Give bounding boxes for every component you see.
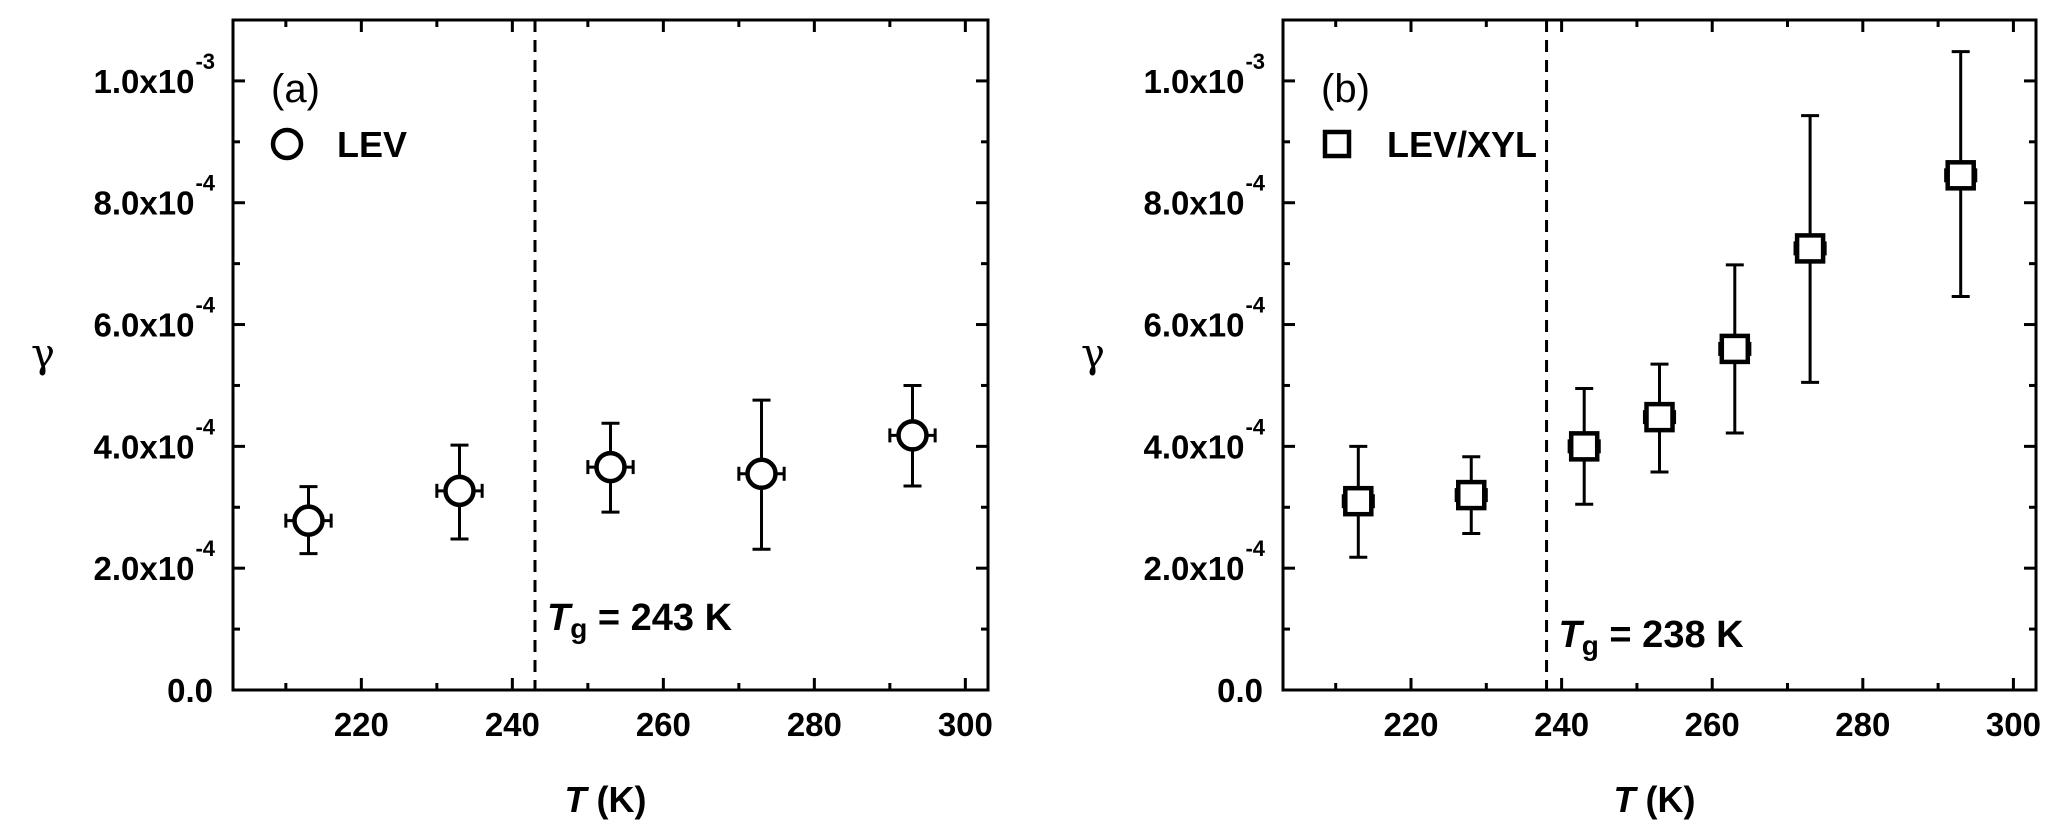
y-tick-exponent: -4 [1245,293,1265,318]
x-tick-label: 220 [1383,706,1438,743]
data-point-square [1945,160,1976,191]
y-tick-exponent: -4 [1245,171,1265,196]
data-point-circle [292,504,325,537]
x-tick-label: 280 [787,706,842,743]
panel-b: 0.0-42.0x10-44.0x10-46.0x10-48.0x10-31.0… [1081,18,2041,820]
x-axis-unit: (K) [587,779,647,820]
y-tick-label: 0.0 [1217,672,1263,709]
plot-frame-b [1281,18,2038,692]
data-point-circle [745,457,778,491]
y-tick-exponent: -4 [1245,414,1265,439]
data-points-b [1341,50,1978,559]
plot-frame-a [231,18,990,692]
y-axis-title-a: γ [31,331,55,377]
x-tick-label: 240 [485,706,540,743]
legend-a: LEV [270,124,407,165]
legend-marker-square [1322,129,1352,159]
y-axis-a: 0.0-42.0x10-44.0x10-46.0x10-48.0x10-31.0… [94,18,988,709]
y-tick-exponent: -3 [1245,49,1265,74]
y-tick-exponent: -3 [195,49,215,74]
tg-subscript: g [1582,630,1599,661]
data-point-square [1644,401,1675,433]
tg-symbol: T [1559,614,1585,656]
panel-label-b: (b) [1321,67,1370,111]
tg-symbol: T [547,597,573,639]
y-tick-exponent: -4 [195,414,215,439]
x-tick-label: 300 [938,706,993,743]
legend-label-lev-xyl: LEV/XYL [1387,124,1537,165]
tg-value: = 243 K [587,597,732,639]
y-tick-label: 8.0x10 [94,185,195,222]
y-tick-label: 4.0x10 [1144,428,1245,465]
data-point-circle [443,474,476,508]
x-axis-unit: (K) [1636,779,1696,820]
tg-subscript: g [570,613,587,644]
y-tick-label: 0.0 [167,672,213,709]
x-tick-label: 300 [1986,706,2041,743]
y-tick-exponent: -4 [1245,536,1265,561]
legend-label-lev: LEV [337,124,407,165]
x-tick-label: 240 [1534,706,1589,743]
data-points-a [284,383,937,556]
data-point-square [1719,333,1751,365]
y-tick-label: 1.0x10 [94,63,195,100]
x-axis-b: 220 240 260 280 300 [1334,20,2041,743]
x-axis-symbol: T [565,779,590,820]
y-tick-exponent: -4 [195,536,215,561]
x-axis-title-a: T (K) [565,779,647,820]
panel-a: 0.0-42.0x10-44.0x10-46.0x10-48.0x10-31.0… [31,18,993,820]
x-tick-label: 280 [1835,706,1890,743]
data-point-square [1794,233,1826,264]
x-tick-label: 220 [334,706,389,743]
tg-annotation-a: Tg = 243 K [547,597,733,644]
x-axis-a: 220 240 260 280 300 [284,20,993,743]
y-tick-label: 6.0x10 [94,307,195,344]
data-point-square [1343,485,1374,517]
y-tick-exponent: -4 [195,293,215,318]
x-tick-label: 260 [1685,706,1740,743]
y-tick-label: 8.0x10 [1144,185,1245,222]
data-point-circle [896,419,929,452]
y-tick-label: 6.0x10 [1144,307,1245,344]
data-point-square [1568,431,1600,462]
y-tick-label: 1.0x10 [1144,63,1245,100]
y-axis-title-b: γ [1081,331,1105,377]
x-axis-title-b: T (K) [1614,779,1696,820]
panel-label-a: (a) [271,67,320,111]
y-tick-exponent: -4 [195,171,215,196]
x-axis-symbol: T [1614,779,1639,820]
tg-annotation-b: Tg = 238 K [1559,614,1745,661]
tg-value: = 238 K [1599,614,1744,656]
y-tick-label: 2.0x10 [94,550,195,587]
y-axis-b: 0.0-42.0x10-44.0x10-46.0x10-48.0x10-31.0… [1144,18,2036,709]
y-tick-label: 4.0x10 [94,428,195,465]
legend-b: LEV/XYL [1322,124,1537,165]
x-tick-label: 260 [636,706,691,743]
data-point-square [1456,479,1487,511]
y-tick-label: 2.0x10 [1144,550,1245,587]
data-point-circle [594,450,627,484]
legend-marker-circle [270,127,304,161]
